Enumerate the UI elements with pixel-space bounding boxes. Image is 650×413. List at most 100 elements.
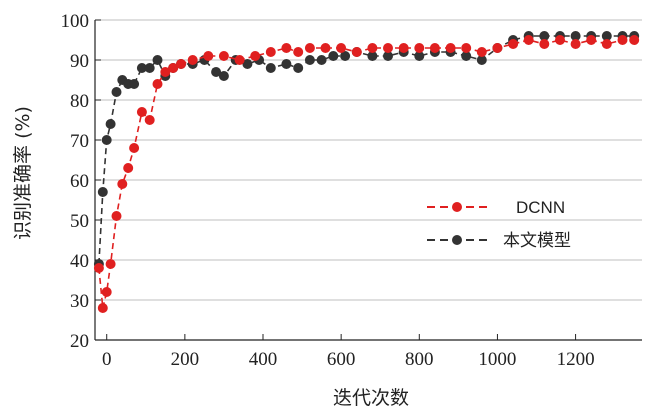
data-point-dcnn (617, 35, 628, 45)
y-tick-label: 70 (70, 131, 89, 152)
y-tick-label: 60 (70, 171, 89, 192)
data-point-dcnn (445, 43, 456, 53)
legend-label-proposed: 本文模型 (503, 231, 571, 251)
data-point-proposed (242, 59, 253, 69)
data-point-proposed (539, 31, 550, 41)
legend-item-proposed: 本文模型 (427, 231, 571, 251)
data-point-proposed (570, 31, 581, 41)
data-point-dcnn (429, 43, 440, 53)
y-tick-label: 90 (70, 51, 89, 72)
y-tick-label: 50 (70, 211, 89, 232)
data-point-proposed (105, 119, 116, 129)
data-point-dcnn (523, 35, 534, 45)
legend-item-dcnn: DCNN (427, 198, 565, 217)
data-point-dcnn (101, 287, 112, 297)
data-point-dcnn (570, 39, 581, 49)
data-point-dcnn (461, 43, 472, 53)
data-point-dcnn (176, 59, 186, 69)
data-point-dcnn (203, 51, 214, 61)
legend-marker-dcnn (452, 202, 462, 212)
data-point-proposed (265, 63, 276, 73)
data-point-dcnn (250, 51, 261, 61)
data-point-dcnn (414, 43, 425, 53)
data-point-dcnn (320, 43, 331, 53)
data-point-dcnn (160, 67, 171, 77)
x-axis-title: 迭代次数 (333, 387, 409, 409)
data-point-proposed (281, 59, 292, 69)
data-point-dcnn (234, 55, 245, 65)
data-point-dcnn (383, 43, 393, 53)
y-tick-label: 100 (61, 11, 90, 32)
series-dcnn (93, 35, 640, 313)
series-line-dcnn (98, 39, 635, 309)
data-point-proposed (476, 55, 487, 65)
x-tick-label: 1200 (557, 349, 595, 370)
data-point-dcnn (492, 43, 503, 53)
y-tick-label: 20 (70, 331, 89, 352)
data-point-dcnn (93, 263, 104, 273)
series-line-proposed (98, 35, 635, 265)
data-point-proposed (218, 71, 229, 81)
data-point-proposed (101, 135, 112, 145)
y-tick-labels: 20 30 40 50 60 70 80 90 100 (61, 11, 90, 352)
data-point-dcnn (304, 43, 315, 53)
legend-marker-proposed (452, 235, 462, 245)
data-point-proposed (211, 67, 222, 77)
data-point-proposed (328, 51, 339, 61)
data-point-dcnn (476, 47, 487, 57)
data-point-dcnn (351, 47, 362, 57)
x-tick-label: 0 (102, 349, 112, 370)
x-tick-label: 1000 (478, 349, 516, 370)
legend-label-dcnn: DCNN (516, 198, 565, 217)
data-point-dcnn (117, 179, 128, 189)
x-tick-label: 200 (171, 349, 200, 370)
data-point-dcnn (97, 303, 108, 313)
legend: DCNN 本文模型 (427, 198, 571, 251)
data-point-dcnn (111, 211, 122, 221)
data-point-dcnn (136, 107, 147, 117)
data-point-proposed (97, 187, 108, 197)
data-point-proposed (152, 55, 163, 65)
data-point-dcnn (152, 79, 163, 89)
plot-area (93, 31, 640, 313)
data-point-dcnn (293, 47, 304, 57)
data-point-dcnn (555, 35, 565, 45)
data-point-proposed (461, 51, 472, 61)
data-point-dcnn (629, 35, 640, 45)
data-point-dcnn (398, 43, 409, 53)
data-point-dcnn (601, 39, 612, 49)
gridlines (95, 19, 642, 341)
data-point-dcnn (168, 63, 179, 73)
data-point-dcnn (539, 39, 550, 49)
data-point-dcnn (123, 163, 134, 173)
data-point-proposed (383, 51, 393, 61)
data-point-dcnn (187, 55, 198, 65)
x-tick-label: 800 (405, 349, 434, 370)
x-tick-labels: 0 200 400 600 800 1000 1200 (102, 349, 595, 370)
data-point-dcnn (281, 43, 292, 53)
data-point-proposed (129, 79, 140, 89)
data-point-dcnn (336, 43, 347, 53)
data-point-proposed (293, 63, 304, 73)
y-tick-label: 30 (70, 291, 89, 312)
data-point-proposed (367, 51, 378, 61)
data-point-dcnn (129, 143, 140, 153)
data-point-proposed (340, 51, 351, 61)
data-point-proposed (144, 63, 155, 73)
data-point-dcnn (105, 259, 116, 269)
data-point-proposed (414, 51, 425, 61)
data-point-dcnn (367, 43, 378, 53)
x-tick-label: 600 (327, 349, 356, 370)
y-tick-label: 40 (70, 251, 89, 272)
data-point-proposed (601, 31, 612, 41)
data-point-proposed (316, 55, 327, 65)
y-tick-label: 80 (70, 91, 89, 112)
data-point-dcnn (508, 39, 519, 49)
x-tick-label: 400 (249, 349, 278, 370)
data-point-proposed (111, 87, 122, 97)
data-point-proposed (304, 55, 315, 65)
data-point-dcnn (144, 115, 155, 125)
data-point-dcnn (586, 35, 597, 45)
data-point-dcnn (218, 51, 229, 61)
